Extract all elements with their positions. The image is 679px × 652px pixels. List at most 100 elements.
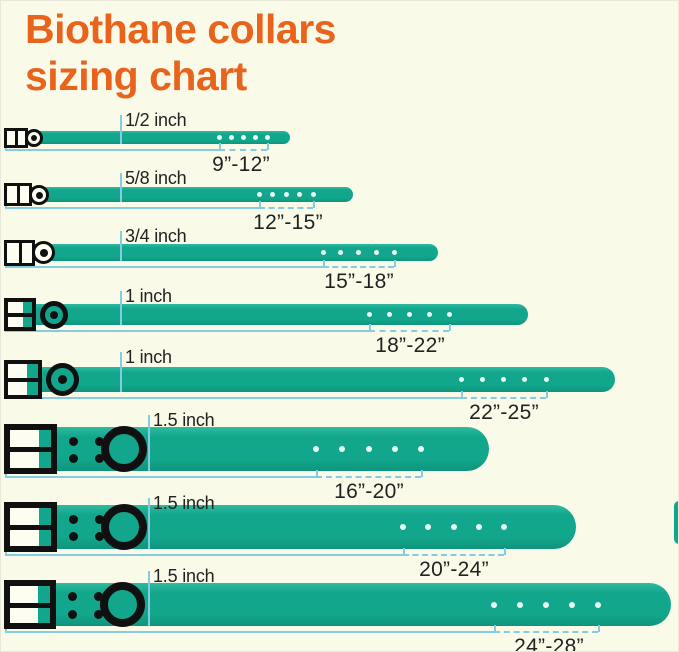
collar-strap-row-4 [4,304,528,325]
buckle-dring-icon [101,426,147,472]
width-label-row-5: 1 inch [125,347,172,367]
bracket-tick-mid-row-1 [219,143,221,150]
buckle-bar-icon [10,447,51,452]
buckle-frame-icon [4,424,57,474]
buckle-ring-icon [40,301,68,329]
collar-hole [517,602,523,608]
bracket-tick-right-row-6 [421,470,423,477]
buckle-pin-icon [36,192,43,199]
rivet-icon [94,610,103,619]
collar-hole [522,377,527,382]
width-label-row-7: 1.5 inch [153,493,215,513]
width-label-row-3: 3/4 inch [125,226,187,246]
bracket-tick-mid-row-8 [494,625,496,632]
bracket-solid-row-7 [5,554,403,556]
size-range-label-row-3: 15”-18” [324,270,394,293]
collar-hole [476,524,482,530]
width-callout-tick-row-8 [148,571,150,626]
rivet-icon [69,437,78,446]
size-range-label-row-5: 22”-25” [469,401,539,424]
buckle-pin-icon [58,375,67,384]
collar-hole [392,250,397,255]
collar-hole [284,192,289,197]
collar-hole [270,192,275,197]
buckle-bar-icon [15,131,18,145]
buckle-bar-icon [10,603,50,608]
bracket-tick-mid-row-7 [403,548,405,555]
collar-hole [387,312,392,317]
bracket-solid-row-4 [5,330,369,332]
collar-strap-row-1 [4,131,290,144]
bracket-tick-mid-row-4 [369,324,371,331]
page-title-line-1: Biothane collars [25,6,336,52]
rivet-icon [95,437,104,446]
bracket-tick-right-row-7 [504,548,506,555]
rivet-icon [95,532,104,541]
bracket-tick-mid-row-6 [316,470,318,477]
width-label-row-4: 1 inch [125,286,172,306]
buckle-frame-icon [4,298,36,331]
collar-hole [297,192,302,197]
buckle-ring-icon [29,185,49,205]
collar-hole [544,377,549,382]
collar-hole [356,250,361,255]
buckle-bar-icon [8,378,38,382]
width-label-row-2: 5/8 inch [125,168,187,188]
cropped-collar-edge [674,501,678,544]
buckle-bar-icon [10,525,51,530]
collar-strap-row-5 [4,367,615,392]
bracket-tick-mid-row-2 [259,201,261,208]
collar-hole [265,135,270,140]
collar-hole [217,135,222,140]
rivet-icon [69,532,78,541]
rivet-icon [69,515,78,524]
buckle-pin-icon [50,311,58,319]
rivet-icon [94,592,103,601]
bracket-solid-row-3 [5,266,323,268]
collar-hole [418,446,424,452]
collar-hole [595,602,601,608]
collar-hole [366,446,372,452]
rivet-icon [95,454,104,463]
buckle-bar-icon [17,186,20,203]
bracket-solid-row-1 [5,149,219,151]
size-range-label-row-8: 24”-28” [514,635,584,652]
collar-hole [338,250,343,255]
width-callout-tick-row-6 [148,415,150,471]
collar-hole [392,446,398,452]
buckle-bar-icon [8,313,32,317]
size-range-label-row-2: 12”-15” [253,211,323,234]
buckle-ring-icon [46,363,79,396]
bracket-tick-right-row-8 [598,625,600,632]
bracket-dashed-row-2 [259,207,313,209]
collar-hole [543,602,549,608]
collar-hole [321,250,326,255]
size-range-label-row-6: 16”-20” [334,480,404,503]
bracket-dashed-row-7 [403,554,504,556]
collar-hole [374,250,379,255]
buckle-frame-icon [4,360,42,399]
width-callout-tick-row-1 [120,115,122,144]
page-title-line-2: sizing chart [25,53,247,99]
buckle-frame-icon [4,183,32,206]
width-label-row-6: 1.5 inch [153,410,215,430]
collar-hole [501,377,506,382]
bracket-tick-mid-row-3 [323,260,325,267]
size-range-label-row-1: 9”-12” [212,153,270,176]
bracket-dashed-row-6 [316,476,421,478]
bracket-tick-mid-row-5 [461,391,463,398]
collar-hole [367,312,372,317]
buckle-dring-icon [101,504,147,550]
width-callout-tick-row-3 [120,231,122,261]
buckle-frame-icon [4,240,35,266]
collar-hole [427,312,432,317]
collar-hole [311,192,316,197]
bracket-tick-right-row-4 [449,324,451,331]
buckle-frame-icon [4,502,57,552]
buckle-pin-icon [40,249,48,257]
collar-strap-row-7 [4,505,576,549]
collar-hole [339,446,345,452]
collar-strap-row-3 [4,244,438,261]
width-label-row-8: 1.5 inch [153,566,215,586]
